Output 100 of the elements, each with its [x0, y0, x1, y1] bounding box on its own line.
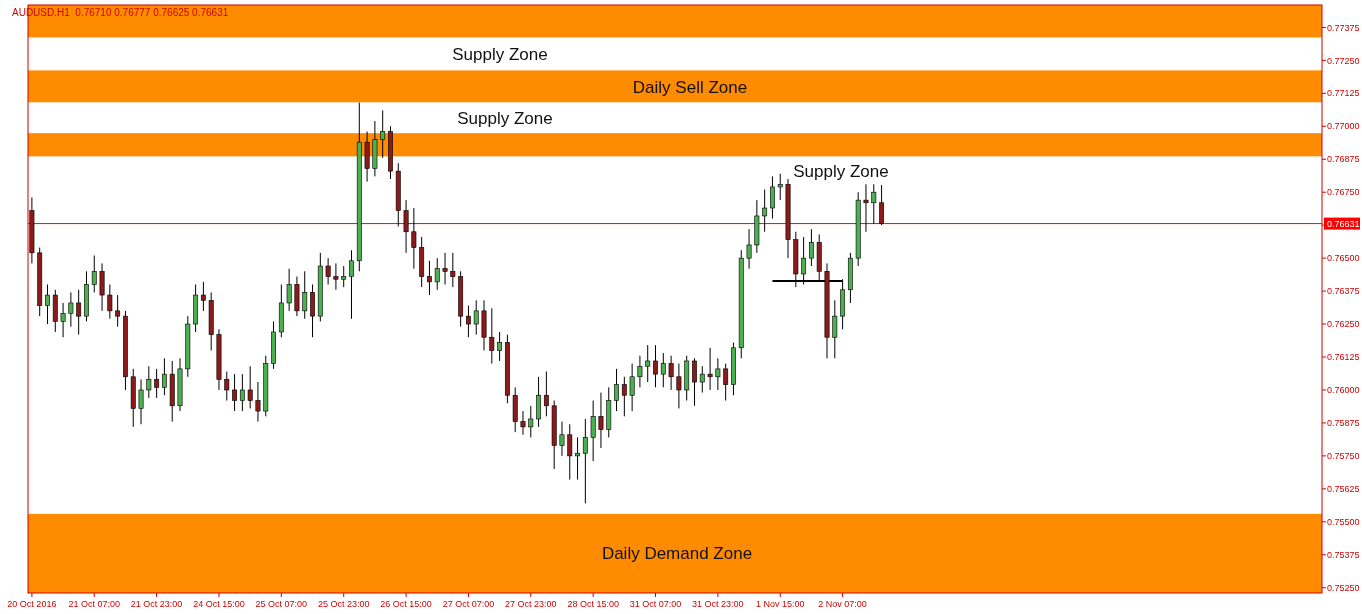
- candlestick: [692, 357, 697, 407]
- y-tick-label: 0.75750: [1327, 451, 1360, 462]
- candlestick: [668, 355, 674, 391]
- candlestick: [76, 289, 82, 336]
- candlestick: [863, 183, 869, 233]
- candlestick: [614, 368, 619, 412]
- x-tick-label: 2 Nov 07:00: [818, 599, 867, 609]
- candlestick: [575, 436, 580, 481]
- y-tick-label: 0.76375: [1327, 286, 1360, 297]
- y-tick-label: 0.77375: [1327, 22, 1360, 33]
- candlestick: [310, 284, 315, 338]
- candlestick: [403, 199, 409, 254]
- candlestick: [68, 291, 74, 328]
- candlestick: [871, 183, 877, 225]
- candlestick: [107, 284, 113, 320]
- band-label: Supply Zone: [793, 162, 889, 182]
- candlestick: [699, 365, 705, 394]
- candlestick: [629, 363, 635, 412]
- candlestick: [582, 418, 588, 504]
- candlestick: [154, 368, 160, 399]
- candlestick: [146, 365, 152, 399]
- candlestick: [341, 265, 347, 288]
- x-tick-label: 21 Oct 07:00: [68, 599, 121, 609]
- candlestick: [286, 268, 292, 312]
- candlestick: [45, 284, 50, 325]
- y-tick-label: 0.77000: [1327, 121, 1360, 132]
- candlestick: [707, 347, 713, 391]
- candlestick: [777, 173, 783, 201]
- candlestick: [232, 373, 238, 412]
- candlestick: [770, 175, 775, 220]
- x-tick-label: 28 Oct 15:00: [567, 599, 619, 609]
- band-label: Supply Zone: [457, 108, 553, 128]
- x-tick-label: 25 Oct 23:00: [317, 599, 370, 609]
- band-label: Daily Demand Zone: [601, 544, 753, 564]
- candlestick: [676, 363, 682, 409]
- candlestick: [559, 421, 565, 457]
- candlestick: [161, 357, 167, 396]
- y-tick-label: 0.75250: [1327, 582, 1360, 593]
- candlestick: [427, 260, 432, 296]
- x-tick-label: 25 Oct 07:00: [255, 599, 308, 609]
- candlestick: [239, 373, 245, 412]
- x-tick-label: 24 Oct 15:00: [193, 599, 245, 609]
- candlestick: [543, 371, 549, 417]
- y-tick-label: 0.76875: [1327, 154, 1360, 165]
- x-tick-label: 27 Oct 23:00: [505, 599, 557, 609]
- x-tick-label: 21 Oct 23:00: [130, 599, 183, 609]
- candlestick: [99, 262, 105, 312]
- ref-line-label: 0.76631: [1327, 218, 1360, 229]
- candlestick: [621, 376, 627, 417]
- band-label: Daily Sell Zone: [632, 77, 748, 97]
- candlestick: [302, 270, 308, 320]
- candlestick: [255, 381, 261, 423]
- x-tick-label: 26 Oct 15:00: [380, 599, 432, 609]
- candlestick: [879, 184, 885, 226]
- candlestick: [138, 378, 144, 425]
- candlestick: [200, 281, 206, 312]
- candlestick: [450, 252, 456, 288]
- y-tick-label: 0.75375: [1327, 549, 1360, 560]
- x-tick-label: 1 Nov 15:00: [755, 599, 805, 609]
- band-label: Supply Zone: [452, 44, 548, 64]
- x-tick-label: 27 Oct 07:00: [442, 599, 495, 609]
- candlestick: [660, 352, 666, 388]
- candlestick: [567, 423, 573, 481]
- candlestick: [91, 254, 97, 293]
- candlestick: [442, 252, 448, 285]
- candlestick: [224, 371, 230, 402]
- candlestick: [520, 410, 526, 436]
- candlestick: [762, 189, 768, 233]
- candlestick: [349, 249, 354, 320]
- y-tick-label: 0.75625: [1327, 484, 1360, 494]
- x-tick-label: 31 Oct 07:00: [629, 599, 682, 609]
- candlestick: [653, 344, 658, 388]
- candlestick: [115, 294, 121, 328]
- candlestick: [247, 365, 253, 409]
- candlestick: [590, 400, 596, 462]
- candlestick: [645, 344, 651, 383]
- candlestick: [723, 363, 729, 402]
- candlestick: [489, 307, 495, 365]
- y-tick-label: 0.76750: [1327, 187, 1360, 198]
- candlestick: [411, 207, 417, 270]
- candlestick: [746, 228, 752, 270]
- y-tick-label: 0.77250: [1327, 55, 1360, 66]
- y-tick-label: 0.75500: [1327, 516, 1360, 527]
- candlestick: [465, 305, 471, 338]
- y-tick-label: 0.75875: [1327, 418, 1360, 429]
- candlestick: [497, 331, 503, 362]
- candlestick: [60, 302, 66, 338]
- candlestick: [473, 299, 479, 336]
- y-tick-label: 0.77125: [1327, 88, 1360, 99]
- x-tick-label: 20 Oct 2016: [7, 599, 57, 609]
- candlestick: [380, 109, 386, 159]
- candlestick: [637, 355, 643, 388]
- candlestick: [832, 299, 838, 359]
- y-tick-label: 0.76125: [1327, 352, 1360, 363]
- candlestick: [808, 228, 814, 267]
- y-tick-label: 0.76250: [1327, 319, 1360, 330]
- candlestick: [536, 376, 542, 428]
- y-tick-label: 0.76500: [1327, 253, 1360, 264]
- candlestick: [598, 392, 604, 449]
- y-tick-label: 0.76000: [1327, 385, 1360, 396]
